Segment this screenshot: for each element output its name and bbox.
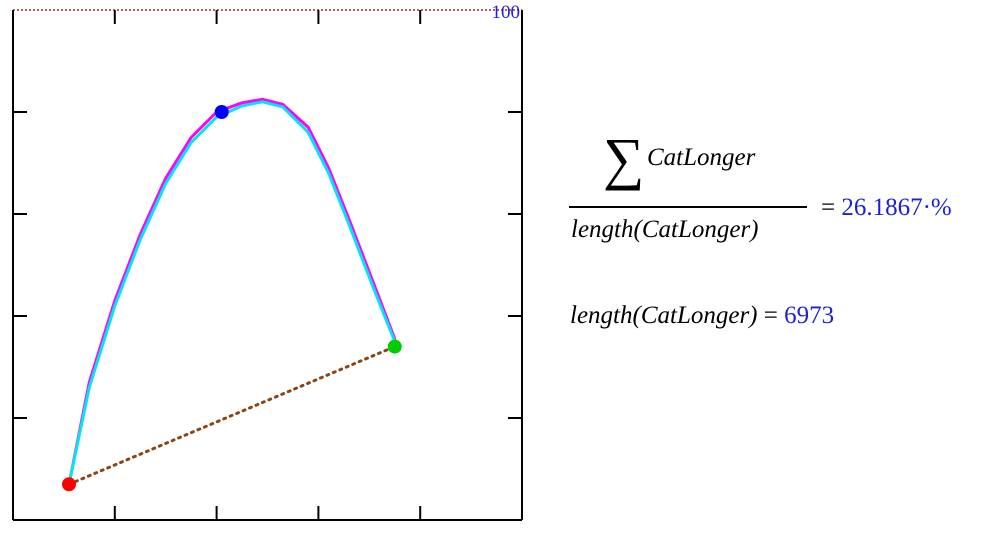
axis-ticks [13,10,522,520]
series-line-0 [67,97,397,486]
length-value: 6973 [784,302,835,329]
series-line-2 [67,345,397,486]
equals-sign: = [763,302,778,329]
denominator-arg: (CatLonger) [633,216,759,243]
denominator: length(CatLonger) [571,216,759,244]
percentage-formula: ∑ CatLonger length(CatLonger) = 26.1867·… [565,130,985,260]
sum-variable: CatLonger [647,144,756,171]
data-point-1 [214,105,229,119]
series-layer [67,97,397,486]
points-layer [61,105,402,492]
series-line-1 [67,100,397,486]
y-top-tick-label: 100 [492,2,521,23]
ratio-value: 26.1867·% [841,194,952,221]
length-arg: (CatLonger) [632,302,758,329]
equals-sign: = [821,194,836,221]
data-point-0 [61,477,76,492]
data-point-2 [387,339,402,354]
length-formula: length(CatLonger) = 6973 [570,302,834,330]
length-func: length [570,302,633,329]
denominator-func: length [571,216,634,243]
plot-frame [12,9,523,521]
chart: 100 [12,2,523,521]
sum-symbol: ∑ [603,126,645,191]
ratio-result: = 26.1867·% [821,194,952,222]
fraction-bar [569,206,807,208]
